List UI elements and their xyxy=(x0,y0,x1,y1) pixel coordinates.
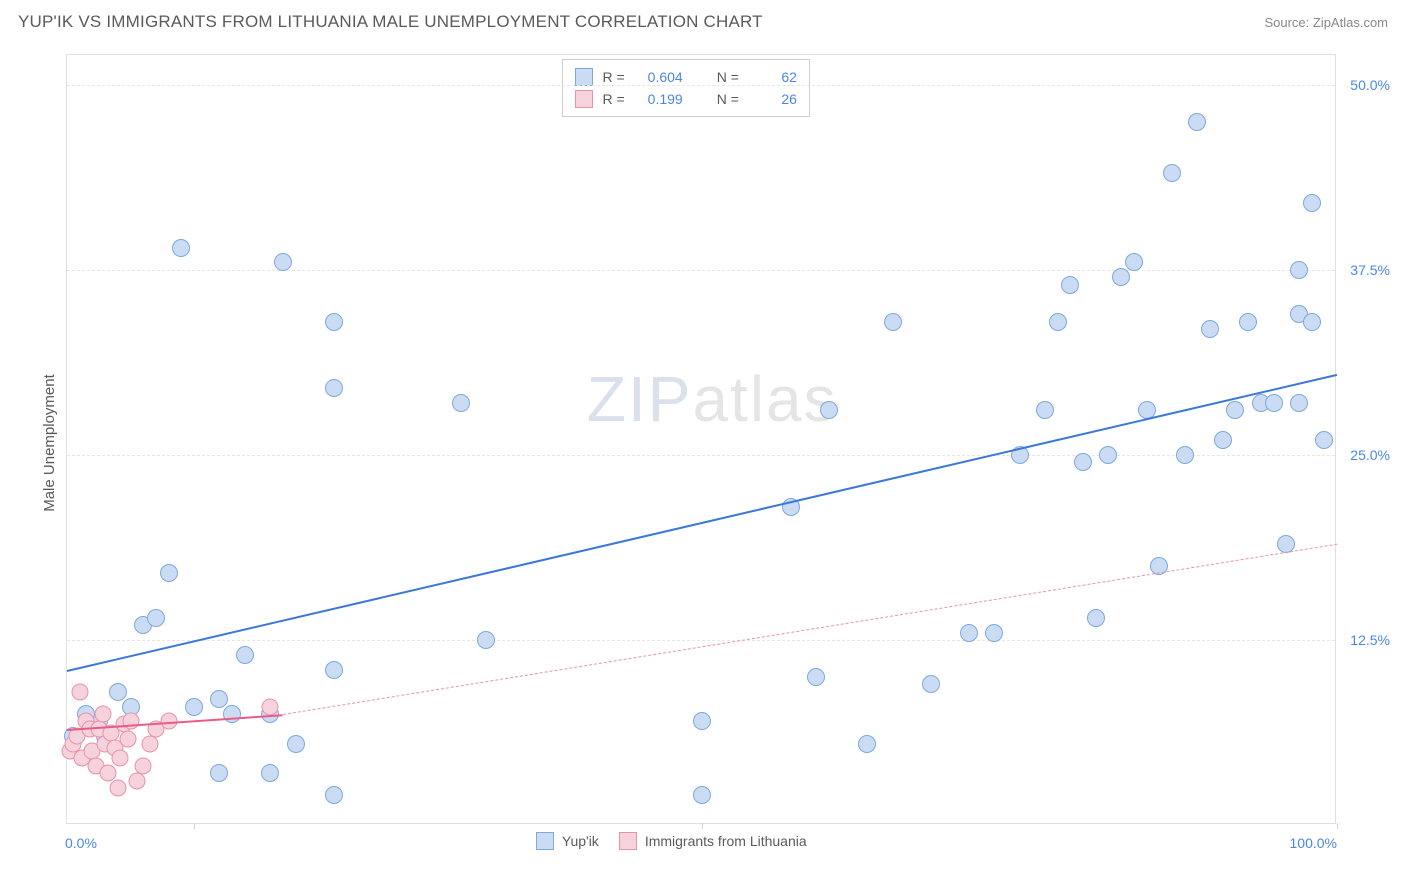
watermark: ZIPatlas xyxy=(587,362,838,436)
data-point xyxy=(274,253,292,271)
data-point xyxy=(477,631,495,649)
x-tick xyxy=(1337,823,1338,829)
data-point xyxy=(1087,609,1105,627)
bottom-legend: Yup'ik Immigrants from Lithuania xyxy=(536,832,807,850)
data-point xyxy=(223,705,241,723)
gridline-h xyxy=(67,640,1335,641)
data-point xyxy=(884,313,902,331)
x-tick-label: 100.0% xyxy=(1290,835,1337,851)
data-point xyxy=(210,690,228,708)
y-tick-label: 50.0% xyxy=(1350,77,1390,93)
data-point xyxy=(858,735,876,753)
data-point xyxy=(325,379,343,397)
y-tick-label: 37.5% xyxy=(1350,262,1390,278)
data-point xyxy=(693,786,711,804)
data-point xyxy=(1061,276,1079,294)
data-point xyxy=(1112,268,1130,286)
gridline-h xyxy=(67,455,1335,456)
legend-swatch xyxy=(619,832,637,850)
data-point xyxy=(922,675,940,693)
legend-swatch xyxy=(575,68,593,86)
data-point xyxy=(109,779,126,796)
legend-swatch xyxy=(536,832,554,850)
data-point xyxy=(147,609,165,627)
chart-title: YUP'IK VS IMMIGRANTS FROM LITHUANIA MALE… xyxy=(18,12,763,32)
data-point xyxy=(141,735,158,752)
data-point xyxy=(1188,113,1206,131)
data-point xyxy=(112,750,129,767)
x-tick xyxy=(194,823,195,829)
data-point xyxy=(325,313,343,331)
data-point xyxy=(287,735,305,753)
data-point xyxy=(325,786,343,804)
data-point xyxy=(1049,313,1067,331)
data-point xyxy=(1265,394,1283,412)
data-point xyxy=(1226,401,1244,419)
legend-label: Yup'ik xyxy=(562,833,599,849)
stats-row: R = 0.199 N = 26 xyxy=(575,88,797,110)
stat-R-value: 0.199 xyxy=(635,88,683,110)
data-point xyxy=(262,698,279,715)
data-point xyxy=(160,564,178,582)
data-point xyxy=(807,668,825,686)
data-point xyxy=(1176,446,1194,464)
x-tick xyxy=(702,823,703,829)
data-point xyxy=(1303,313,1321,331)
data-point xyxy=(71,683,88,700)
data-point xyxy=(1315,431,1333,449)
data-point xyxy=(1125,253,1143,271)
legend-label: Immigrants from Lithuania xyxy=(645,833,807,849)
y-axis-label: Male Unemployment xyxy=(41,374,58,512)
data-point xyxy=(1036,401,1054,419)
x-tick-label: 0.0% xyxy=(65,835,97,851)
data-point xyxy=(135,757,152,774)
gridline-h xyxy=(67,85,1335,86)
data-point xyxy=(1239,313,1257,331)
data-point xyxy=(1163,164,1181,182)
data-point xyxy=(960,624,978,642)
data-point xyxy=(452,394,470,412)
stat-N-value: 26 xyxy=(749,88,797,110)
data-point xyxy=(325,661,343,679)
y-tick-label: 25.0% xyxy=(1350,447,1390,463)
stat-N-label: N = xyxy=(717,88,739,110)
data-point xyxy=(172,239,190,257)
data-point xyxy=(1099,446,1117,464)
plot-wrap: Male Unemployment ZIPatlas R =0.604N =62… xyxy=(18,38,1388,848)
data-point xyxy=(820,401,838,419)
data-point xyxy=(122,713,139,730)
data-point xyxy=(1290,261,1308,279)
data-point xyxy=(210,764,228,782)
data-point xyxy=(1074,453,1092,471)
data-point xyxy=(128,772,145,789)
legend-item: Yup'ik xyxy=(536,832,599,850)
gridline-h xyxy=(67,270,1335,271)
data-point xyxy=(261,764,279,782)
stat-R-label: R = xyxy=(603,88,625,110)
data-point xyxy=(119,731,136,748)
trend-line xyxy=(67,373,1337,671)
data-point xyxy=(1214,431,1232,449)
scatter-plot-area: ZIPatlas R =0.604N =62R =0.199N =26 12.5… xyxy=(66,54,1336,824)
y-tick-label: 12.5% xyxy=(1350,632,1390,648)
data-point xyxy=(185,698,203,716)
data-point xyxy=(1201,320,1219,338)
data-point xyxy=(985,624,1003,642)
data-point xyxy=(1290,394,1308,412)
data-point xyxy=(94,705,111,722)
trend-line xyxy=(283,544,1337,715)
legend-item: Immigrants from Lithuania xyxy=(619,832,807,850)
legend-swatch xyxy=(575,90,593,108)
source-attribution: Source: ZipAtlas.com xyxy=(1264,15,1388,30)
data-point xyxy=(109,683,127,701)
correlation-stats-box: R =0.604N =62R =0.199N =26 xyxy=(562,59,810,117)
data-point xyxy=(1303,194,1321,212)
data-point xyxy=(693,712,711,730)
data-point xyxy=(236,646,254,664)
